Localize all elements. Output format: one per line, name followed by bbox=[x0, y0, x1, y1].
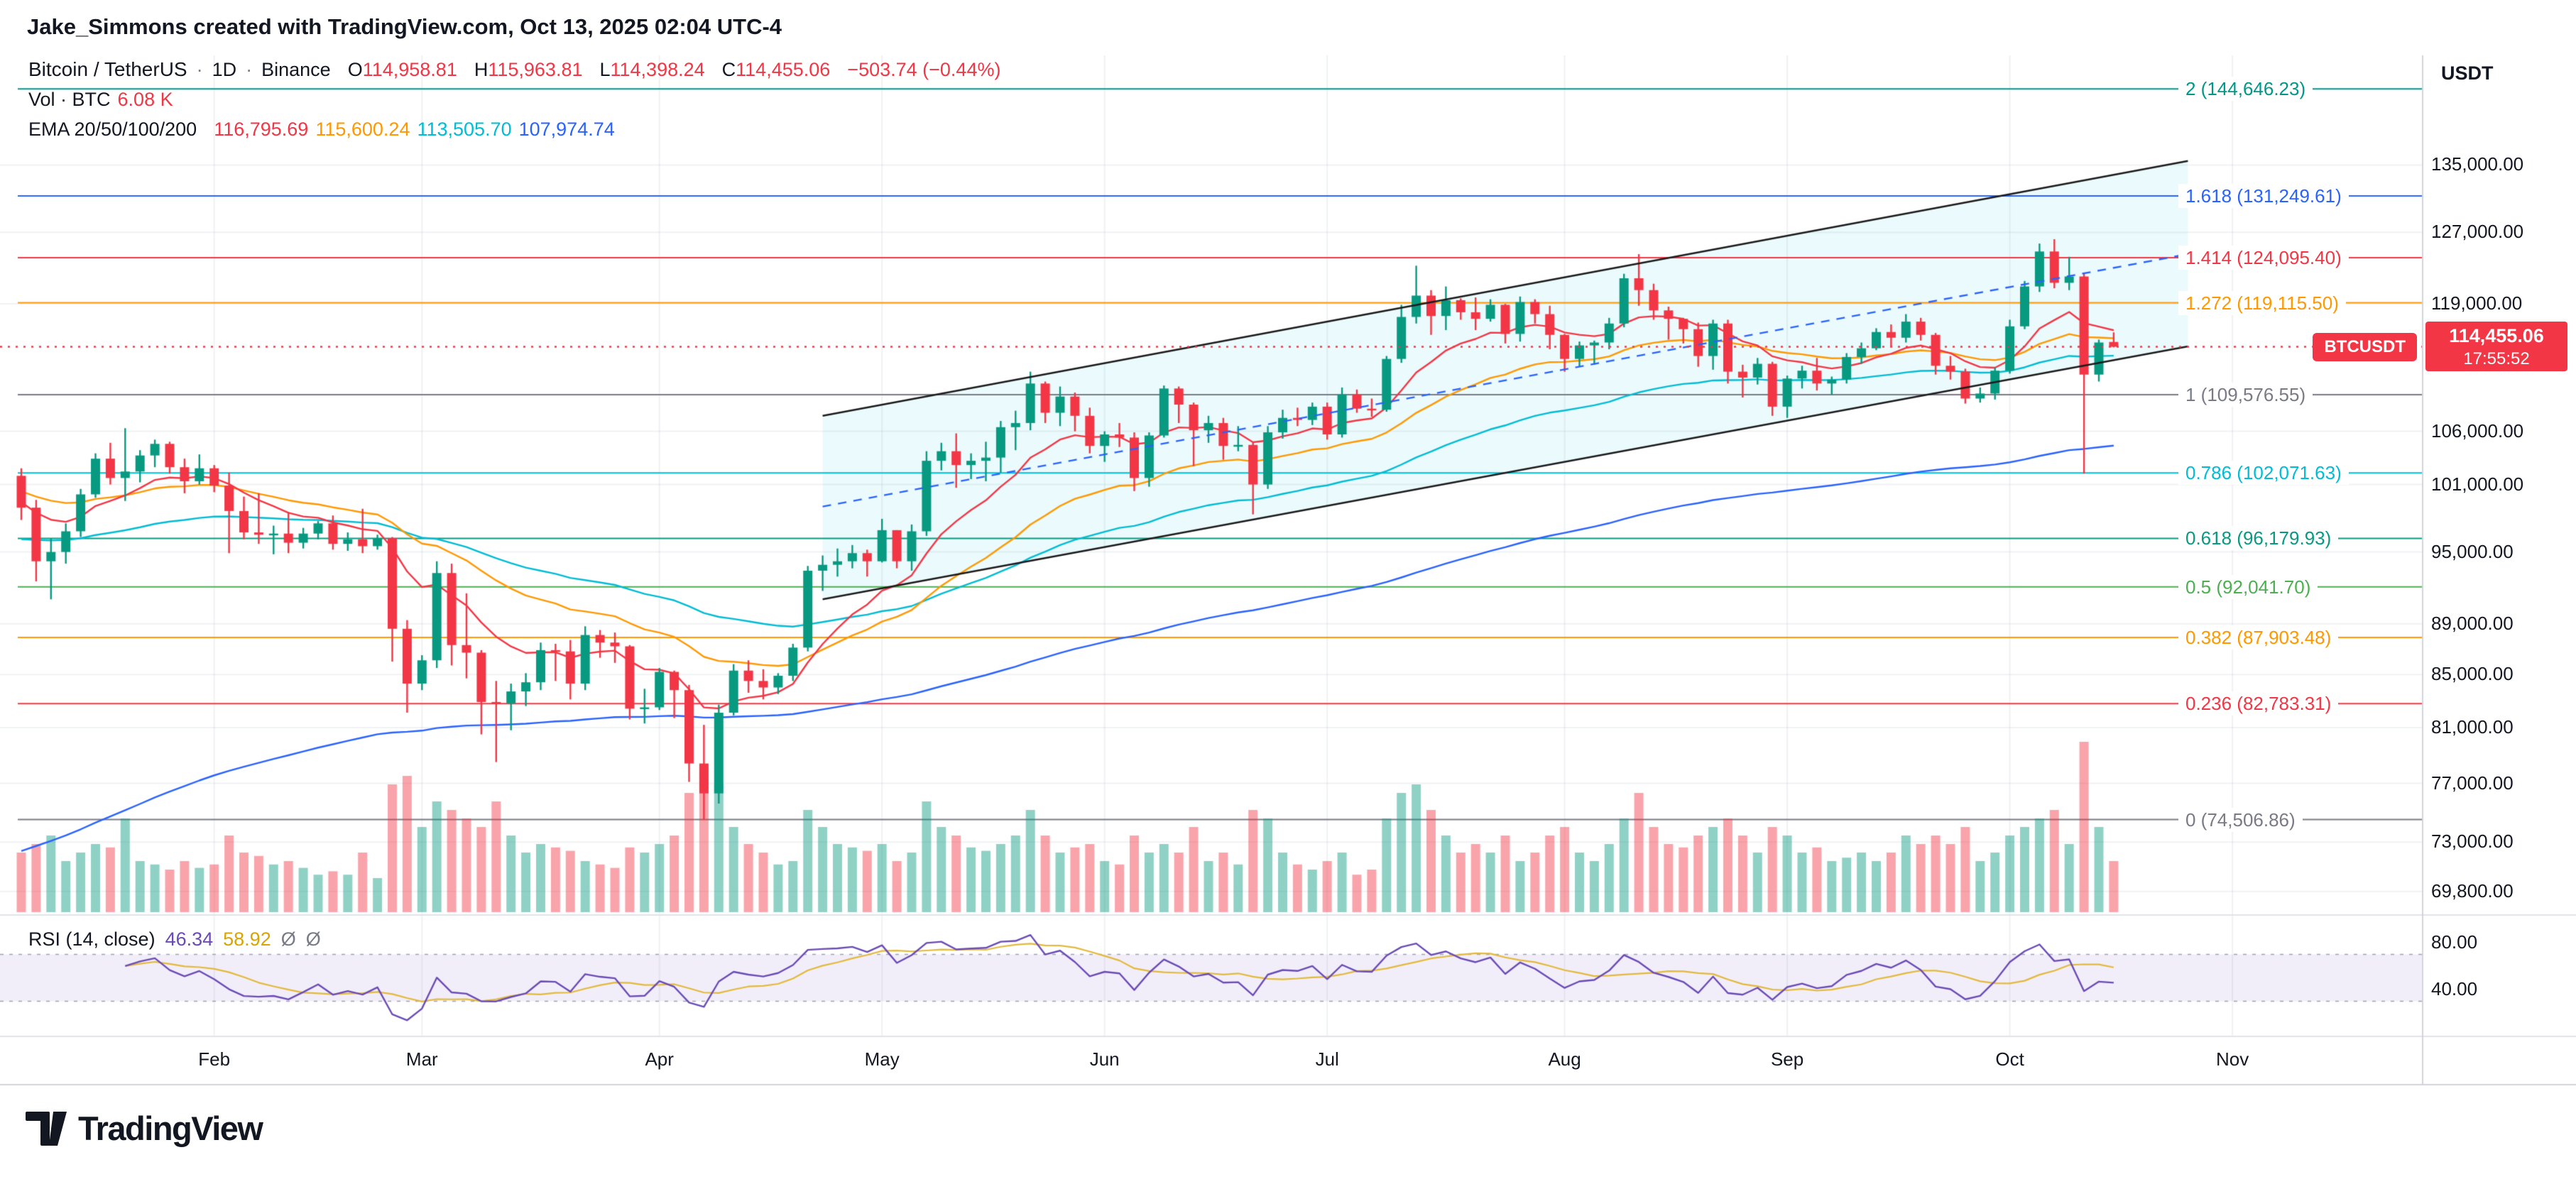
symbol-row: Bitcoin / TetherUS · 1D · Binance O114,9… bbox=[28, 58, 1000, 81]
price-axis-currency[interactable]: USDT bbox=[2441, 62, 2494, 84]
ema200-value: 107,974.74 bbox=[518, 119, 615, 140]
high-value: 115,963.81 bbox=[488, 58, 583, 80]
header-attribution: Jake_Simmons created with TradingView.co… bbox=[27, 14, 782, 39]
interval-label[interactable]: 1D bbox=[212, 58, 237, 80]
separator-dot: · bbox=[196, 58, 203, 80]
rsi-label[interactable]: RSI (14, close) bbox=[28, 928, 155, 950]
volume-label[interactable]: Vol · BTC bbox=[28, 89, 111, 110]
ohlc-high: H115,963.81 bbox=[474, 58, 583, 80]
exchange-label[interactable]: Binance bbox=[261, 58, 331, 80]
ohlc-close: C114,455.06 bbox=[721, 58, 831, 80]
low-value: 114,398.24 bbox=[610, 58, 705, 80]
rsi-empty-plot-icon: Ø bbox=[305, 928, 321, 950]
symbol-title[interactable]: Bitcoin / TetherUS bbox=[28, 58, 187, 80]
volume-row: Vol · BTC 6.08 K bbox=[28, 89, 1000, 111]
ohlc-low: L114,398.24 bbox=[599, 58, 705, 80]
separator-dot: · bbox=[246, 58, 253, 80]
open-value: 114,958.81 bbox=[362, 58, 457, 80]
chart-legend: Bitcoin / TetherUS · 1D · Binance O114,9… bbox=[28, 58, 1000, 141]
rsi-ma-value: 58.92 bbox=[223, 928, 271, 950]
tradingview-logo[interactable]: TradingView bbox=[26, 1109, 263, 1148]
ema-label[interactable]: EMA 20/50/100/200 bbox=[28, 119, 197, 140]
rsi-legend: RSI (14, close) 46.34 58.92 Ø Ø bbox=[28, 928, 321, 950]
current-price-badge: 114,455.06 17:55:52 bbox=[2425, 321, 2567, 371]
change-value: −503.74 (−0.44%) bbox=[847, 58, 1001, 80]
rsi-empty-plot-icon: Ø bbox=[280, 928, 296, 950]
rsi-value: 46.34 bbox=[165, 928, 214, 950]
close-value: 114,455.06 bbox=[736, 58, 831, 80]
tradingview-logo-text: TradingView bbox=[78, 1109, 263, 1147]
ema100-value: 113,505.70 bbox=[417, 119, 512, 140]
current-price-value: 114,455.06 bbox=[2449, 324, 2544, 346]
symbol-price-tag: BTCUSDT bbox=[2313, 332, 2417, 361]
volume-value: 6.08 K bbox=[117, 89, 173, 110]
bar-countdown: 17:55:52 bbox=[2463, 349, 2530, 368]
ema-row: EMA 20/50/100/200 116,795.69 115,600.24 … bbox=[28, 119, 1000, 141]
ema50-value: 115,600.24 bbox=[315, 119, 410, 140]
ema20-value: 116,795.69 bbox=[214, 119, 309, 140]
ohlc-open: O114,958.81 bbox=[347, 58, 457, 80]
tradingview-logo-icon bbox=[26, 1111, 67, 1146]
